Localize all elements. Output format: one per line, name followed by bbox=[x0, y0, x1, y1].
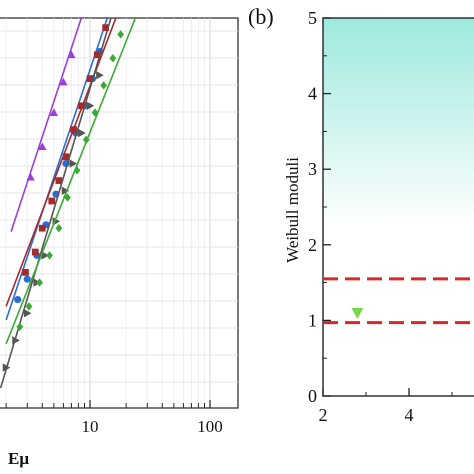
fit-line bbox=[5, 18, 137, 345]
data-point bbox=[25, 302, 33, 311]
data-point bbox=[38, 224, 46, 232]
data-point bbox=[61, 186, 70, 195]
data-point bbox=[78, 102, 85, 110]
data-point bbox=[86, 101, 95, 110]
data-point bbox=[36, 278, 43, 287]
panel-a-x-axis-label: Eμ bbox=[8, 449, 29, 468]
panel-b: 012345246 (b) Weibull moduli bbox=[248, 4, 474, 425]
data-point bbox=[117, 30, 124, 39]
panel-b-reference-lines bbox=[323, 277, 474, 325]
x-tick-label: 2 bbox=[319, 405, 328, 425]
data-point bbox=[109, 54, 117, 63]
panel-a-grid bbox=[0, 18, 238, 408]
data-point bbox=[49, 108, 59, 116]
data-point bbox=[16, 322, 24, 331]
fit-line bbox=[10, 18, 83, 232]
data-point bbox=[351, 308, 364, 319]
panel-b-y-axis-label: Weibull moduli bbox=[283, 157, 302, 263]
data-point bbox=[48, 197, 56, 205]
data-point bbox=[23, 275, 31, 283]
y-tick-label: 1 bbox=[308, 310, 317, 330]
data-point bbox=[59, 77, 68, 86]
data-point bbox=[64, 193, 71, 202]
data-point bbox=[69, 159, 78, 168]
fit-line bbox=[5, 18, 117, 307]
panel-b-points bbox=[351, 308, 364, 319]
x-tick-label: 4 bbox=[405, 405, 414, 425]
data-point bbox=[78, 128, 86, 138]
data-point bbox=[100, 81, 108, 90]
y-tick-label: 3 bbox=[308, 159, 317, 179]
x-tick-label: 10 bbox=[82, 417, 99, 436]
y-tick-label: 5 bbox=[308, 8, 317, 28]
data-point bbox=[12, 336, 20, 345]
data-point bbox=[67, 50, 76, 59]
data-point bbox=[14, 296, 22, 304]
y-tick-label: 0 bbox=[308, 386, 317, 406]
data-point bbox=[82, 135, 90, 144]
data-point bbox=[102, 24, 110, 31]
data-point bbox=[62, 153, 70, 161]
data-point bbox=[41, 251, 49, 260]
y-tick-label: 2 bbox=[308, 235, 317, 255]
panel-b-background bbox=[323, 18, 474, 396]
y-tick-label: 4 bbox=[308, 84, 317, 104]
data-point bbox=[55, 177, 63, 184]
data-point bbox=[38, 142, 47, 150]
data-point bbox=[91, 108, 99, 117]
data-point bbox=[22, 269, 29, 276]
data-point bbox=[73, 166, 81, 175]
data-point bbox=[70, 126, 77, 133]
x-tick-label: 100 bbox=[197, 417, 223, 436]
panel-a-ticks: 10 100 bbox=[5, 400, 223, 436]
panel-a-series bbox=[0, 18, 137, 389]
panel-b-ticks: 012345246 bbox=[308, 8, 453, 425]
panel-a-frame bbox=[0, 17, 239, 409]
panel-b-label: (b) bbox=[248, 4, 274, 29]
panel-a: 10 100 Eμ bbox=[0, 17, 239, 468]
data-point bbox=[26, 173, 35, 181]
data-point bbox=[96, 71, 104, 80]
data-point bbox=[46, 251, 53, 260]
data-point bbox=[2, 363, 11, 372]
data-point bbox=[86, 75, 94, 82]
data-point bbox=[31, 248, 39, 256]
data-point bbox=[93, 51, 101, 59]
data-point bbox=[23, 309, 32, 318]
data-point bbox=[55, 224, 63, 233]
